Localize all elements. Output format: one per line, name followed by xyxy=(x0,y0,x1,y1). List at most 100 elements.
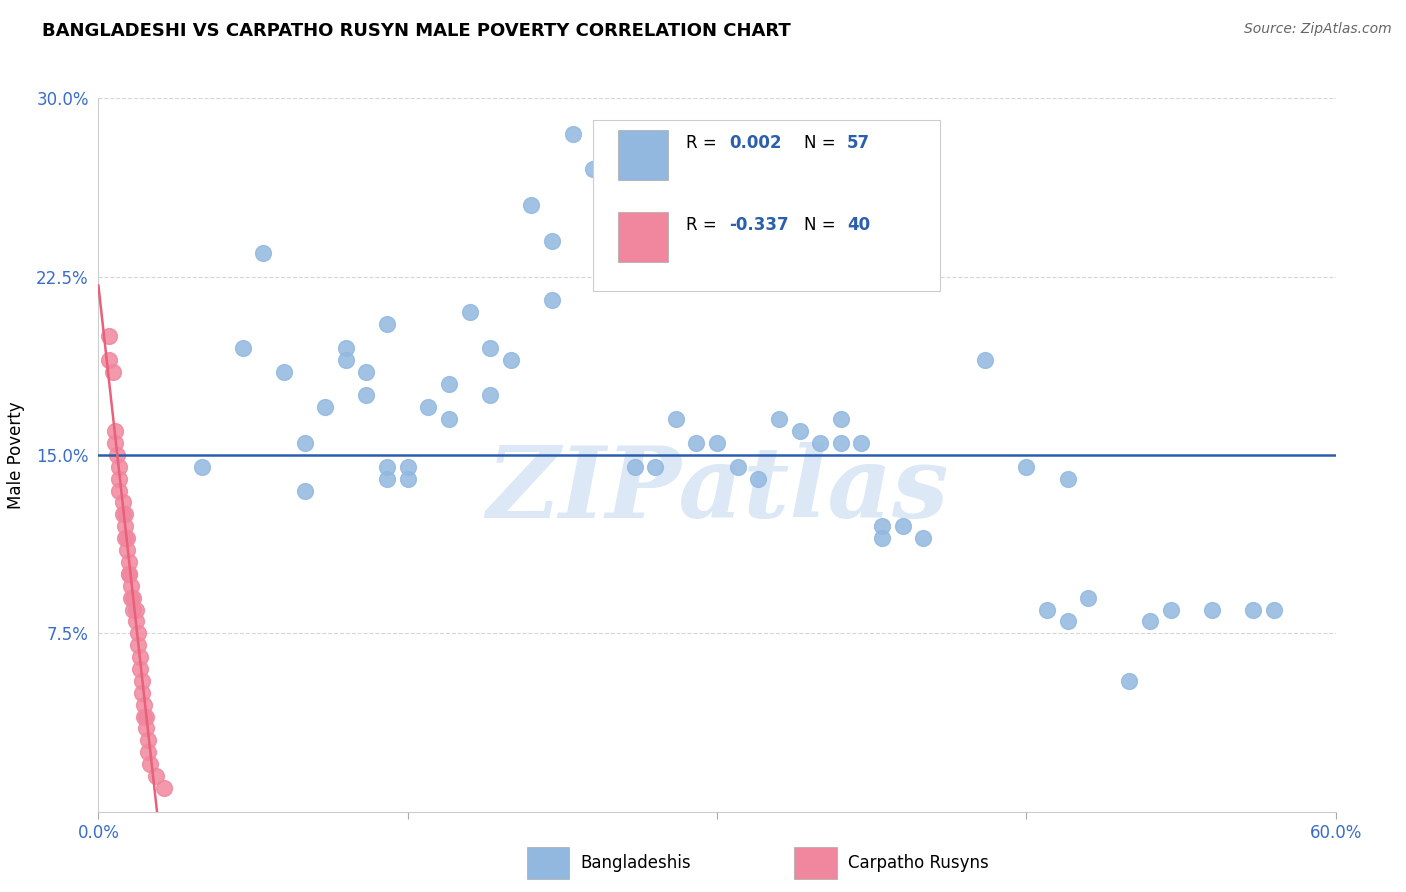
Point xyxy=(891,519,914,533)
Point xyxy=(108,459,131,474)
Point xyxy=(122,591,145,605)
Point xyxy=(252,245,274,260)
Point xyxy=(112,508,135,522)
Point xyxy=(912,531,935,545)
Point xyxy=(1160,602,1182,616)
Point xyxy=(120,591,142,605)
Point xyxy=(104,424,127,438)
Point xyxy=(396,472,419,486)
Point xyxy=(458,305,481,319)
Point xyxy=(114,531,136,545)
Point xyxy=(153,780,176,795)
Point xyxy=(117,531,139,545)
Point xyxy=(124,615,146,629)
Point xyxy=(112,495,135,509)
Point xyxy=(136,745,159,759)
Point xyxy=(118,555,141,569)
Text: 57: 57 xyxy=(846,134,870,152)
Point xyxy=(314,401,336,415)
Point xyxy=(108,472,131,486)
Point xyxy=(335,341,357,355)
Point xyxy=(808,436,831,450)
Point xyxy=(127,626,149,640)
Point xyxy=(479,341,502,355)
Point xyxy=(870,519,893,533)
Point xyxy=(870,531,893,545)
Point xyxy=(108,483,131,498)
Point xyxy=(1241,602,1264,616)
Point xyxy=(665,412,688,426)
Point xyxy=(644,459,666,474)
Point xyxy=(132,709,155,723)
Point xyxy=(118,566,141,581)
Point xyxy=(375,472,398,486)
Point xyxy=(623,459,645,474)
Point xyxy=(105,448,128,462)
Text: N =: N = xyxy=(804,134,841,152)
Point xyxy=(479,388,502,402)
Text: R =: R = xyxy=(686,134,723,152)
Point xyxy=(520,198,543,212)
Point xyxy=(1201,602,1223,616)
Point xyxy=(97,329,120,343)
Point xyxy=(789,424,811,438)
Text: Bangladeshis: Bangladeshis xyxy=(581,854,692,871)
Text: BANGLADESHI VS CARPATHO RUSYN MALE POVERTY CORRELATION CHART: BANGLADESHI VS CARPATHO RUSYN MALE POVER… xyxy=(42,22,792,40)
Text: Source: ZipAtlas.com: Source: ZipAtlas.com xyxy=(1244,22,1392,37)
Y-axis label: Male Poverty: Male Poverty xyxy=(7,401,25,508)
Text: N =: N = xyxy=(804,216,841,234)
Text: ZIPatlas: ZIPatlas xyxy=(486,442,948,539)
Point xyxy=(139,757,162,772)
Point xyxy=(974,352,997,367)
Point xyxy=(104,436,127,450)
Point xyxy=(499,352,522,367)
Point xyxy=(135,722,157,736)
Point xyxy=(830,436,852,450)
Point xyxy=(128,662,150,676)
Point xyxy=(120,579,142,593)
Point xyxy=(114,519,136,533)
Point xyxy=(768,412,790,426)
Point xyxy=(128,650,150,665)
Point xyxy=(114,508,136,522)
Point xyxy=(541,293,564,308)
Text: 40: 40 xyxy=(846,216,870,234)
Point xyxy=(101,365,124,379)
Point xyxy=(1056,472,1078,486)
Point xyxy=(273,365,295,379)
Point xyxy=(132,698,155,712)
Point xyxy=(706,436,728,450)
Point xyxy=(136,733,159,747)
Point xyxy=(117,543,139,558)
Point xyxy=(127,638,149,652)
Point xyxy=(190,459,212,474)
Point xyxy=(437,376,460,391)
Point xyxy=(1036,602,1059,616)
Point xyxy=(294,483,316,498)
FancyBboxPatch shape xyxy=(619,130,668,180)
Point xyxy=(145,769,167,783)
Text: Carpatho Rusyns: Carpatho Rusyns xyxy=(848,854,988,871)
Point xyxy=(131,686,153,700)
Point xyxy=(541,234,564,248)
Point xyxy=(747,472,769,486)
Point xyxy=(124,602,146,616)
Point xyxy=(375,459,398,474)
Point xyxy=(131,673,153,688)
Text: R =: R = xyxy=(686,216,723,234)
Point xyxy=(1056,615,1078,629)
Text: -0.337: -0.337 xyxy=(730,216,789,234)
Point xyxy=(356,388,378,402)
Point xyxy=(1015,459,1038,474)
Point xyxy=(294,436,316,450)
Point xyxy=(396,459,419,474)
Text: 0.002: 0.002 xyxy=(730,134,782,152)
Point xyxy=(375,317,398,331)
Point xyxy=(561,127,583,141)
Point xyxy=(335,352,357,367)
Point xyxy=(1139,615,1161,629)
Point xyxy=(437,412,460,426)
FancyBboxPatch shape xyxy=(619,212,668,262)
Point xyxy=(1263,602,1285,616)
Point xyxy=(830,412,852,426)
